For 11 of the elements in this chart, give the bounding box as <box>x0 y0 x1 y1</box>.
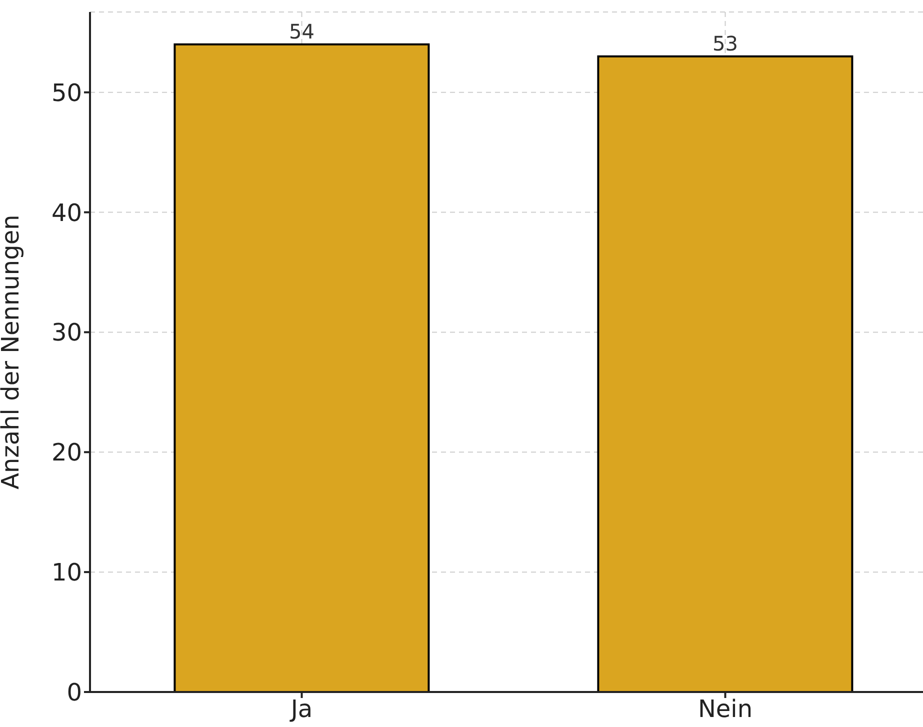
y-tick-label: 40 <box>51 198 82 227</box>
data-label: 53 <box>712 31 738 56</box>
y-tick-label: 20 <box>51 438 82 467</box>
data-label: 54 <box>288 19 314 44</box>
y-tick-label: 50 <box>51 78 82 107</box>
y-tick-label: 0 <box>66 678 82 707</box>
y-axis-title: Anzahl der Nennungen <box>0 214 25 490</box>
x-tick-label: Ja <box>288 695 313 724</box>
x-tick-label: Nein <box>698 695 753 724</box>
y-tick-label: 30 <box>51 318 82 347</box>
y-tick-label: 10 <box>51 558 82 587</box>
